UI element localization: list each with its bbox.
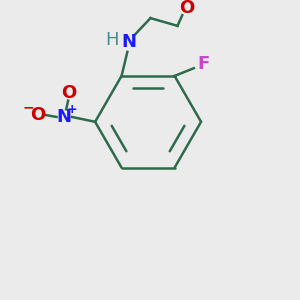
- Text: N: N: [122, 33, 137, 51]
- Text: O: O: [30, 106, 45, 124]
- Text: −: −: [23, 100, 34, 114]
- Text: N: N: [57, 108, 72, 126]
- Text: O: O: [179, 0, 195, 17]
- Text: H: H: [105, 31, 119, 49]
- Text: +: +: [67, 103, 77, 116]
- Text: F: F: [197, 56, 210, 74]
- Text: O: O: [61, 84, 77, 102]
